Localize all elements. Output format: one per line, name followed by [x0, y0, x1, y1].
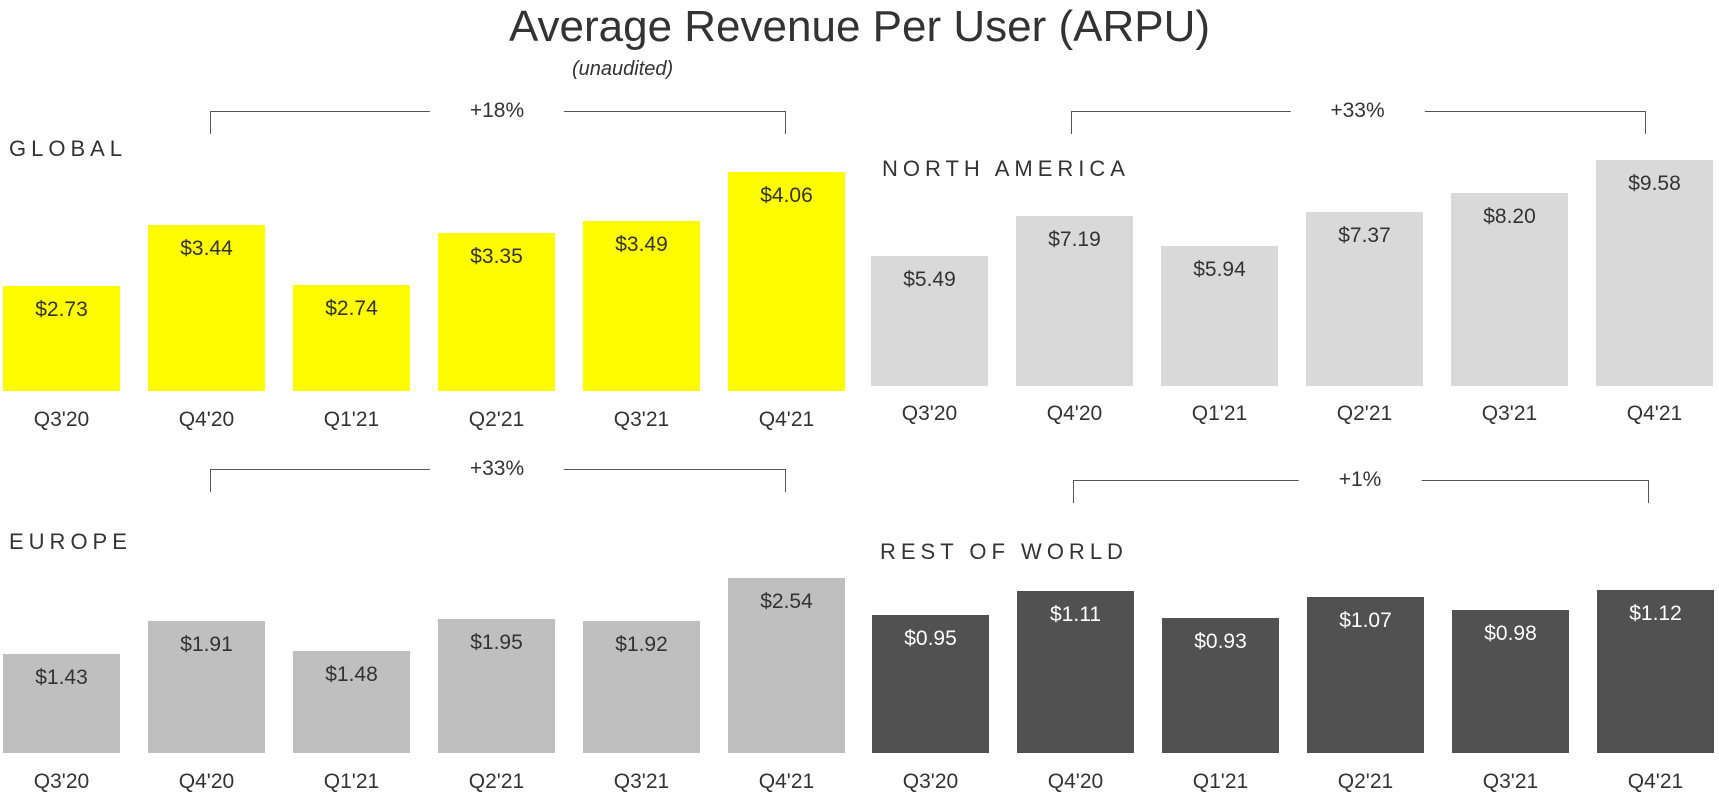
bar-value-label: $9.58 [1628, 172, 1681, 195]
bar: $1.12 [1597, 590, 1714, 753]
bar: $2.74 [293, 284, 410, 391]
panel-title: NORTH AMERICA [882, 156, 1130, 181]
bar: $1.43 [3, 654, 120, 753]
x-tick-label: Q4'21 [1626, 402, 1683, 425]
bar: $0.93 [1162, 617, 1279, 753]
x-tick-label: Q3'20 [902, 770, 959, 793]
growth-label: +33% [1290, 99, 1425, 123]
x-tick-label: Q1'21 [323, 770, 380, 793]
bar: $2.73 [3, 285, 120, 391]
growth-label: +1% [1298, 468, 1422, 492]
bar: $7.19 [1016, 216, 1133, 386]
bar-value-label: $3.35 [470, 244, 523, 268]
x-tick-label: Q2'21 [468, 408, 525, 431]
panel-title: GLOBAL [9, 136, 128, 161]
bar: $5.49 [871, 256, 988, 386]
panel-title: EUROPE [9, 529, 132, 554]
bar: $3.49 [583, 220, 700, 391]
bar: $0.98 [1452, 610, 1569, 753]
bar-value-label: $0.93 [1194, 629, 1247, 653]
bar: $2.54 [728, 578, 845, 753]
bar-value-label: $5.49 [903, 268, 956, 292]
bar: $1.07 [1307, 597, 1424, 753]
bar-value-label: $1.91 [180, 633, 233, 657]
bar: $1.11 [1017, 591, 1134, 753]
x-tick-label: Q2'21 [468, 770, 525, 793]
x-tick-label: Q4'21 [758, 770, 815, 793]
bar-value-label: $2.73 [35, 297, 88, 321]
x-tick-label: Q2'21 [1336, 402, 1393, 425]
bar: $1.48 [293, 651, 410, 753]
bar: $1.92 [583, 620, 700, 753]
bar: $4.06 [728, 172, 845, 391]
bar-value-label: $0.98 [1484, 622, 1537, 646]
x-tick-label: Q3'21 [1482, 770, 1539, 793]
x-tick-label: Q3'20 [901, 402, 958, 425]
x-tick-label: Q4'20 [178, 770, 235, 793]
bar-value-label: $0.95 [904, 626, 957, 650]
x-tick-label: Q3'21 [613, 408, 670, 431]
bar: $8.20 [1451, 192, 1568, 386]
bar-value-label: $8.20 [1483, 204, 1536, 228]
x-tick-label: Q3'20 [33, 770, 90, 793]
x-tick-label: Q4'21 [758, 408, 815, 431]
bar-value-label: $1.95 [470, 630, 523, 654]
x-tick-label: Q3'21 [613, 770, 670, 793]
bar: $0.95 [872, 614, 989, 753]
x-tick-label: Q1'21 [323, 408, 380, 431]
bar-value-label: $1.12 [1629, 602, 1682, 625]
bar: $7.37 [1306, 212, 1423, 386]
bar: $3.35 [438, 232, 555, 391]
bar-value-label: $7.37 [1338, 224, 1391, 248]
bar-value-label: $4.06 [760, 184, 813, 207]
bar: $1.91 [148, 621, 265, 753]
x-tick-label: Q4'20 [1047, 770, 1104, 793]
growth-label: +33% [429, 457, 565, 481]
x-tick-label: Q4'20 [178, 408, 235, 431]
bar-value-label: $2.54 [760, 590, 813, 613]
bar-value-label: $1.07 [1339, 609, 1392, 633]
page-title: Average Revenue Per User (ARPU) [508, 2, 1211, 51]
bar-value-label: $7.19 [1048, 228, 1101, 252]
bar-value-label: $5.94 [1193, 257, 1246, 281]
x-tick-label: Q3'20 [33, 408, 90, 431]
x-tick-label: Q3'21 [1481, 402, 1538, 425]
x-tick-label: Q4'21 [1627, 770, 1684, 793]
bar: $3.44 [148, 225, 265, 391]
x-tick-label: Q4'20 [1046, 402, 1103, 425]
subtitle: (unaudited) [572, 58, 674, 80]
x-tick-label: Q1'21 [1192, 770, 1249, 793]
panel-title: REST OF WORLD [880, 539, 1128, 564]
bar-value-label: $1.11 [1050, 603, 1101, 627]
x-tick-label: Q2'21 [1337, 770, 1394, 793]
bar-value-label: $1.92 [615, 632, 668, 656]
bar-value-label: $3.44 [180, 237, 233, 261]
bar-value-label: $3.49 [615, 232, 668, 256]
bar-value-label: $2.74 [325, 296, 378, 320]
bar-value-label: $1.43 [35, 666, 88, 690]
bar-value-label: $1.48 [325, 663, 378, 687]
growth-label: +18% [429, 99, 565, 123]
bar: $9.58 [1596, 160, 1713, 386]
bar: $5.94 [1161, 245, 1278, 386]
x-tick-label: Q1'21 [1191, 402, 1248, 425]
bar: $1.95 [438, 618, 555, 753]
